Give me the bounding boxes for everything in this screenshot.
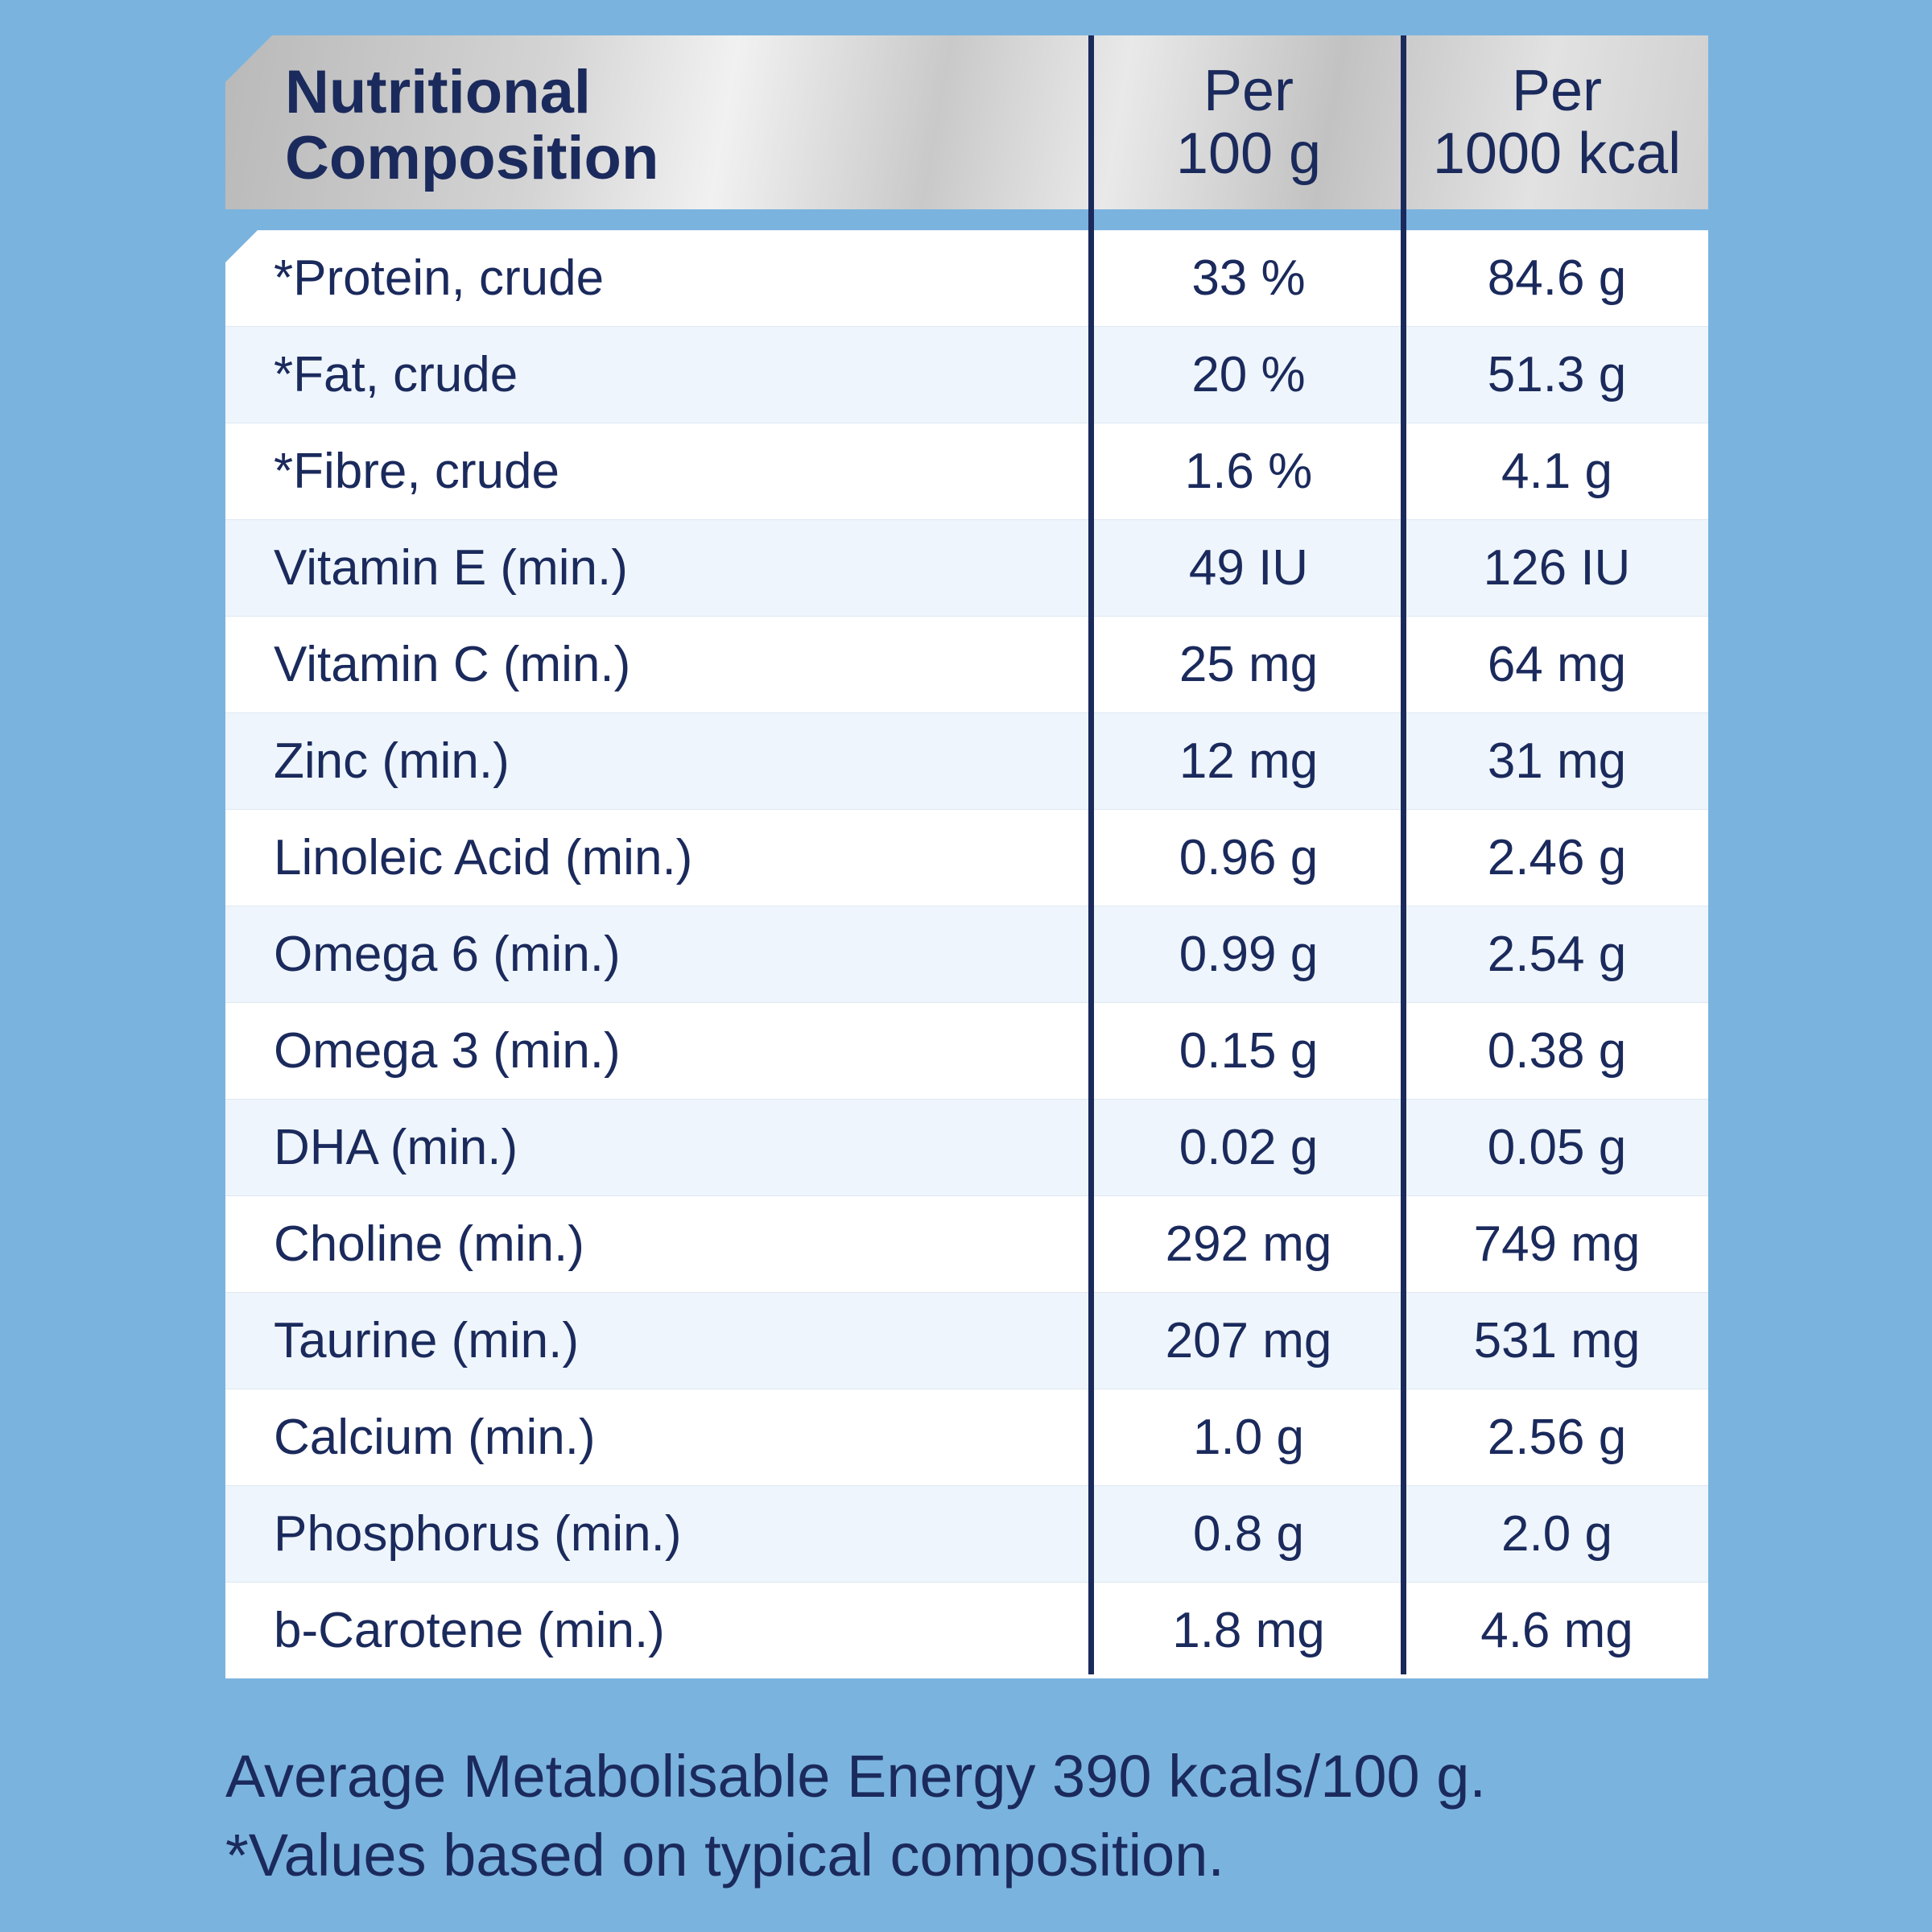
nutrient-label: Zinc (min.) [274,733,510,789]
value-per-1000kcal: 51.3 g [1487,347,1627,402]
table-row: Phosphorus (min.) 0.8 g 2.0 g [225,1486,1708,1583]
nutrient-label: Linoleic Acid (min.) [274,830,693,886]
nutrient-label: Calcium (min.) [274,1410,596,1465]
header-gap [225,209,1708,230]
header-per-1000kcal-cell: Per 1000 kcal [1406,35,1708,209]
energy-note: Average Metabolisable Energy 390 kcals/1… [225,1743,1486,1810]
table-row: Calcium (min.) 1.0 g 2.56 g [225,1389,1708,1486]
nutrient-label: b-Carotene (min.) [274,1603,665,1658]
table-row: Linoleic Acid (min.) 0.96 g 2.46 g [225,810,1708,906]
nutrient-label: *Fibre, crude [274,444,559,499]
table-row: Omega 3 (min.) 0.15 g 0.38 g [225,1003,1708,1100]
value-per-1000kcal: 31 mg [1487,733,1627,789]
value-per-1000kcal: 531 mg [1473,1313,1641,1368]
nutrient-label: Taurine (min.) [274,1313,579,1368]
table-row: *Fat, crude 20 % 51.3 g [225,327,1708,423]
value-per-100g: 25 mg [1179,637,1319,692]
header-per-100g-cell: Per 100 g [1092,35,1406,209]
value-per-1000kcal: 2.56 g [1487,1410,1627,1465]
nutrient-label: Choline (min.) [274,1216,584,1272]
nutrient-label: *Fat, crude [274,347,518,402]
table-row: Omega 6 (min.) 0.99 g 2.54 g [225,906,1708,1003]
value-per-100g: 0.99 g [1179,927,1319,982]
value-per-100g: 12 mg [1179,733,1319,789]
table-header: Nutritional Composition Per 100 g Per 10… [225,35,1708,209]
table-row: DHA (min.) 0.02 g 0.05 g [225,1100,1708,1196]
table-row: Taurine (min.) 207 mg 531 mg [225,1293,1708,1389]
value-per-100g: 20 % [1191,347,1306,402]
value-per-1000kcal: 0.05 g [1487,1120,1627,1175]
table-row: b-Carotene (min.) 1.8 mg 4.6 mg [225,1583,1708,1678]
nutrient-label: Omega 3 (min.) [274,1023,621,1079]
value-per-1000kcal: 749 mg [1473,1216,1641,1272]
nutrient-label: DHA (min.) [274,1120,518,1175]
header-label-line1: Nutritional [285,58,591,126]
value-per-1000kcal: 2.46 g [1487,830,1627,886]
value-per-1000kcal: 2.54 g [1487,927,1627,982]
value-per-100g: 292 mg [1165,1216,1332,1272]
value-per-100g: 0.02 g [1179,1120,1319,1175]
value-per-100g: 49 IU [1188,540,1309,596]
header-per-100g-line2: 100 g [1175,122,1322,186]
nutrient-label: Phosphorus (min.) [274,1506,682,1562]
value-per-1000kcal: 64 mg [1487,637,1627,692]
header-label-cell: Nutritional Composition [225,35,1092,209]
value-per-1000kcal: 0.38 g [1487,1023,1627,1079]
header-per-1000kcal-line2: 1000 kcal [1432,122,1682,186]
value-per-100g: 1.0 g [1193,1410,1304,1465]
header-per-1000kcal-line1: Per [1511,59,1603,123]
footer-notes: Average Metabolisable Energy 390 kcals/1… [225,1737,1486,1895]
nutrient-label: Omega 6 (min.) [274,927,621,982]
table-row: Choline (min.) 292 mg 749 mg [225,1196,1708,1293]
table-body: *Protein, crude 33 % 84.6 g *Fat, crude 20 %… [225,230,1708,1678]
column-divider [1401,35,1406,1674]
table-row: Vitamin E (min.) 49 IU 126 IU [225,520,1708,617]
value-per-1000kcal: 4.6 mg [1480,1603,1633,1658]
value-per-100g: 1.6 % [1184,444,1313,499]
table-row: *Protein, crude 33 % 84.6 g [225,230,1708,327]
value-per-100g: 207 mg [1165,1313,1332,1368]
value-per-1000kcal: 126 IU [1483,540,1631,596]
nutrient-label: Vitamin E (min.) [274,540,628,596]
value-per-100g: 1.8 mg [1172,1603,1325,1658]
table-row: Vitamin C (min.) 25 mg 64 mg [225,617,1708,713]
table-row: Zinc (min.) 12 mg 31 mg [225,713,1708,810]
value-per-100g: 0.8 g [1193,1506,1304,1562]
nutrient-label: Vitamin C (min.) [274,637,631,692]
value-per-1000kcal: 4.1 g [1501,444,1612,499]
value-per-100g: 0.15 g [1179,1023,1319,1079]
nutrient-label: *Protein, crude [274,250,605,306]
value-per-1000kcal: 84.6 g [1487,250,1627,306]
value-per-100g: 33 % [1191,250,1306,306]
table-row: *Fibre, crude 1.6 % 4.1 g [225,423,1708,520]
value-per-1000kcal: 2.0 g [1501,1506,1612,1562]
typical-values-note: *Values based on typical composition. [225,1822,1224,1889]
nutrition-table: Nutritional Composition Per 100 g Per 10… [225,35,1708,1678]
column-divider [1088,35,1094,1674]
value-per-100g: 0.96 g [1179,830,1319,886]
header-per-100g-line1: Per [1203,59,1294,123]
header-label-line2: Composition [285,124,659,192]
